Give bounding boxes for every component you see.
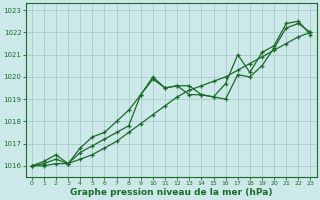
X-axis label: Graphe pression niveau de la mer (hPa): Graphe pression niveau de la mer (hPa) [70, 188, 272, 197]
